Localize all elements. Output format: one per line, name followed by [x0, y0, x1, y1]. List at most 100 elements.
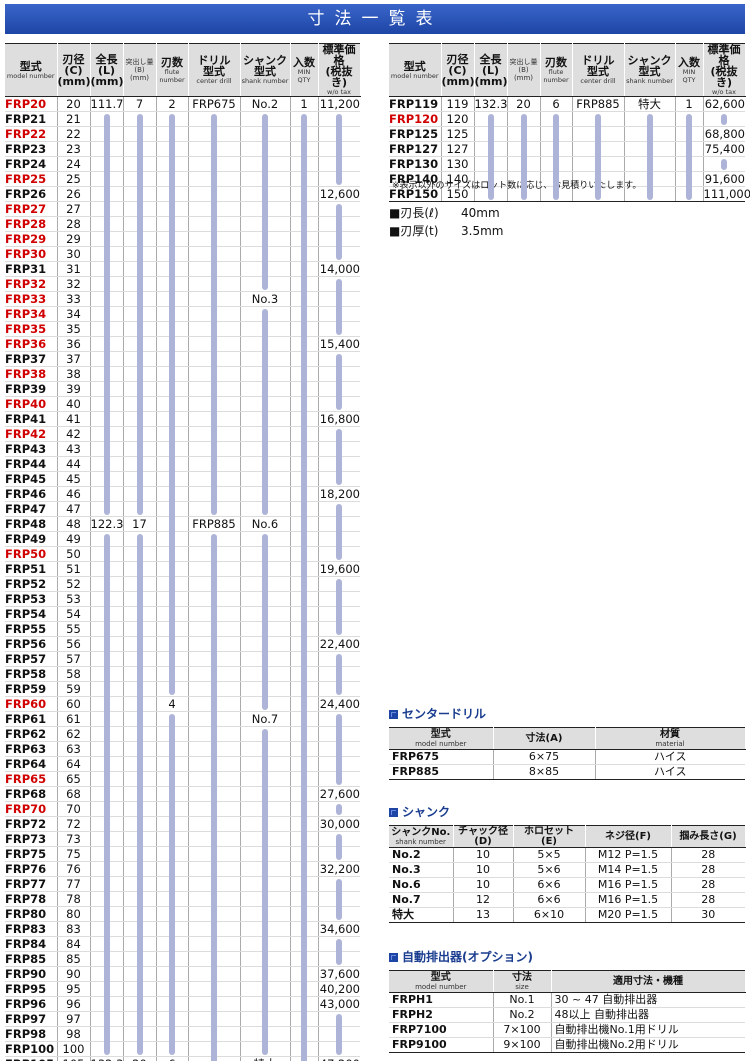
same-as-above-bar [169, 713, 175, 1055]
model-cell: FRP65 [5, 771, 57, 787]
diameter-cell: 49 [56, 531, 90, 547]
same-as-above-bar [301, 113, 307, 1061]
model-cell: FRP25 [5, 171, 57, 187]
diameter-cell: 140 [440, 171, 474, 187]
model-cell: FRP78 [5, 891, 57, 907]
model-cell: FRP22 [5, 126, 57, 142]
diameter-cell: 119 [440, 96, 474, 112]
model-cell: FRP80 [5, 906, 57, 922]
center-drill-table: 型式 model number 寸法(A) 材質 material FRP675 6×… [389, 727, 746, 780]
col-chuck-dia: チャック径 (D) [453, 825, 514, 848]
model-cell: FRP105 [5, 1056, 57, 1061]
diameter-cell: 98 [56, 1026, 90, 1042]
diameter-cell: 130 [440, 156, 474, 172]
model-cell: FRP33 [5, 291, 57, 307]
model-cell: FRP62 [5, 726, 57, 742]
price-cell: 75,400 [702, 141, 745, 157]
table-row: No.2 10 5×5 M12 P=1.5 28 [389, 847, 745, 863]
diameter-cell: 27 [56, 201, 90, 217]
model-cell: FRP39 [5, 381, 57, 397]
same-as-above-bar [211, 113, 217, 515]
diameter-cell: 29 [56, 231, 90, 247]
diameter-cell: 57 [56, 651, 90, 667]
diameter-cell: 39 [56, 381, 90, 397]
diameter-cell: 32 [56, 276, 90, 292]
model-cell: FRP29 [5, 231, 57, 247]
model-cell: FRP50 [5, 546, 57, 562]
diameter-cell: 36 [56, 336, 90, 352]
qty-cell: 1 [289, 96, 318, 112]
col-shank: シャンク 型式 shank number [624, 43, 676, 97]
price-cell: 19,600 [317, 561, 360, 577]
blade-spec: ■刃長(ℓ) 40mm ■刃厚(t) 3.5mm [389, 204, 503, 240]
col-thread: ネジ径(F) [585, 825, 672, 848]
model-cell: FRP48 [5, 516, 57, 532]
col-diameter: 刃径(C) (mm) [57, 43, 91, 97]
model-cell: FRP60 [5, 696, 57, 712]
diameter-cell: 127 [440, 141, 474, 157]
diameter-cell: 72 [56, 816, 90, 832]
model-cell: FRP30 [5, 246, 57, 262]
model-cell: FRP34 [5, 306, 57, 322]
flutes-cell: 6 [539, 96, 572, 112]
shank-title: シャンク [389, 803, 450, 820]
center-drill-cell: FRP885 [187, 516, 240, 532]
same-as-above-bar [336, 503, 342, 560]
diameter-cell: 80 [56, 906, 90, 922]
center-drill-title: センタードリル [389, 705, 486, 722]
col-application: 適用寸法・機種 [551, 970, 746, 993]
diameter-cell: 100 [56, 1041, 90, 1057]
table-row: FRP58 58 [5, 666, 360, 682]
model-cell: FRP53 [5, 591, 57, 607]
col-grip-length: 掴み長さ(G) [671, 825, 746, 848]
table-row: FRP9100 9×100 自動排出機No.2用ドリル [389, 1037, 745, 1053]
diameter-cell: 41 [56, 411, 90, 427]
shank-cell: No.2 [239, 96, 290, 112]
model-cell: FRP55 [5, 621, 57, 637]
diameter-cell: 25 [56, 171, 90, 187]
table-row: 特大 13 6×10 M20 P=1.5 30 [389, 907, 745, 923]
model-cell: FRP24 [5, 156, 57, 172]
same-as-above-bar [336, 713, 342, 785]
same-as-above-bar [336, 203, 342, 260]
diameter-cell: 37 [56, 351, 90, 367]
col-holoset: ホロセット (E) [513, 825, 586, 848]
table-row: FRP119 119 132.3 20 6 FRP885 特大 1 62,600 [389, 96, 745, 112]
same-as-above-bar [336, 578, 342, 635]
shank-cell: 特大 [239, 1056, 290, 1061]
model-cell: FRP72 [5, 816, 57, 832]
diameter-cell: 77 [56, 876, 90, 892]
model-cell: FRP32 [5, 276, 57, 292]
ejector-title: 自動排出器(オプション) [389, 948, 533, 965]
model-cell: FRP47 [5, 501, 57, 517]
diameter-cell: 95 [56, 981, 90, 997]
col-price: 標準価格 (税抜き) w/o tax [703, 43, 746, 97]
col-model: 型式 model number [389, 43, 442, 97]
projection-cell: 20 [122, 1056, 156, 1061]
model-cell: FRP95 [5, 981, 57, 997]
table-row: FRP64 64 [5, 756, 360, 772]
same-as-above-bar [136, 533, 143, 1055]
model-cell: FRP140 [389, 171, 441, 187]
table-row: FRP7100 7×100 自動排出機No.1用ドリル [389, 1022, 745, 1038]
model-cell: FRP119 [389, 96, 441, 112]
same-as-above-bar [646, 113, 653, 200]
table-row: FRP39 39 [5, 381, 360, 397]
model-cell: FRP44 [5, 456, 57, 472]
table-row: FRP885 8×85 ハイス [389, 764, 745, 780]
diameter-cell: 60 [56, 696, 90, 712]
table-row: FRP63 63 [5, 741, 360, 757]
diameter-cell: 48 [56, 516, 90, 532]
diameter-cell: 24 [56, 156, 90, 172]
model-cell: FRP20 [5, 96, 57, 112]
model-cell: FRP130 [389, 156, 441, 172]
diameter-cell: 70 [56, 801, 90, 817]
model-cell: FRP49 [5, 531, 57, 547]
price-cell: 30,000 [317, 816, 360, 832]
table-row: No.7 12 6×6 M16 P=1.5 28 [389, 892, 745, 908]
model-cell: FRP68 [5, 786, 57, 802]
diameter-cell: 30 [56, 246, 90, 262]
price-cell: 18,200 [317, 486, 360, 502]
diameter-cell: 84 [56, 936, 90, 952]
price-cell: 68,800 [702, 126, 745, 142]
